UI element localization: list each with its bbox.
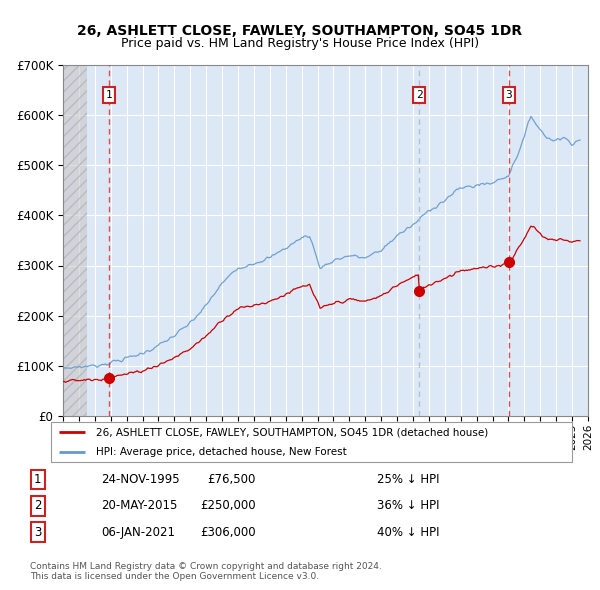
Text: 06-JAN-2021: 06-JAN-2021: [101, 526, 175, 539]
Text: 2: 2: [34, 499, 41, 513]
Text: 24-NOV-1995: 24-NOV-1995: [101, 473, 180, 486]
Text: 26, ASHLETT CLOSE, FAWLEY, SOUTHAMPTON, SO45 1DR (detached house): 26, ASHLETT CLOSE, FAWLEY, SOUTHAMPTON, …: [95, 427, 488, 437]
Text: Contains HM Land Registry data © Crown copyright and database right 2024.
This d: Contains HM Land Registry data © Crown c…: [30, 562, 382, 581]
Text: HPI: Average price, detached house, New Forest: HPI: Average price, detached house, New …: [95, 447, 346, 457]
FancyBboxPatch shape: [50, 421, 572, 463]
Text: 40% ↓ HPI: 40% ↓ HPI: [377, 526, 440, 539]
Text: £250,000: £250,000: [200, 499, 256, 513]
Text: 1: 1: [34, 473, 41, 486]
Bar: [63, 65, 87, 416]
Text: 2: 2: [416, 90, 422, 100]
Text: 36% ↓ HPI: 36% ↓ HPI: [377, 499, 440, 513]
Text: 25% ↓ HPI: 25% ↓ HPI: [377, 473, 440, 486]
Text: 20-MAY-2015: 20-MAY-2015: [101, 499, 178, 513]
Text: 26, ASHLETT CLOSE, FAWLEY, SOUTHAMPTON, SO45 1DR: 26, ASHLETT CLOSE, FAWLEY, SOUTHAMPTON, …: [77, 24, 523, 38]
Text: £306,000: £306,000: [200, 526, 256, 539]
Text: £76,500: £76,500: [208, 473, 256, 486]
Text: 3: 3: [505, 90, 512, 100]
Text: 1: 1: [106, 90, 112, 100]
Text: 3: 3: [34, 526, 41, 539]
Text: Price paid vs. HM Land Registry's House Price Index (HPI): Price paid vs. HM Land Registry's House …: [121, 37, 479, 50]
